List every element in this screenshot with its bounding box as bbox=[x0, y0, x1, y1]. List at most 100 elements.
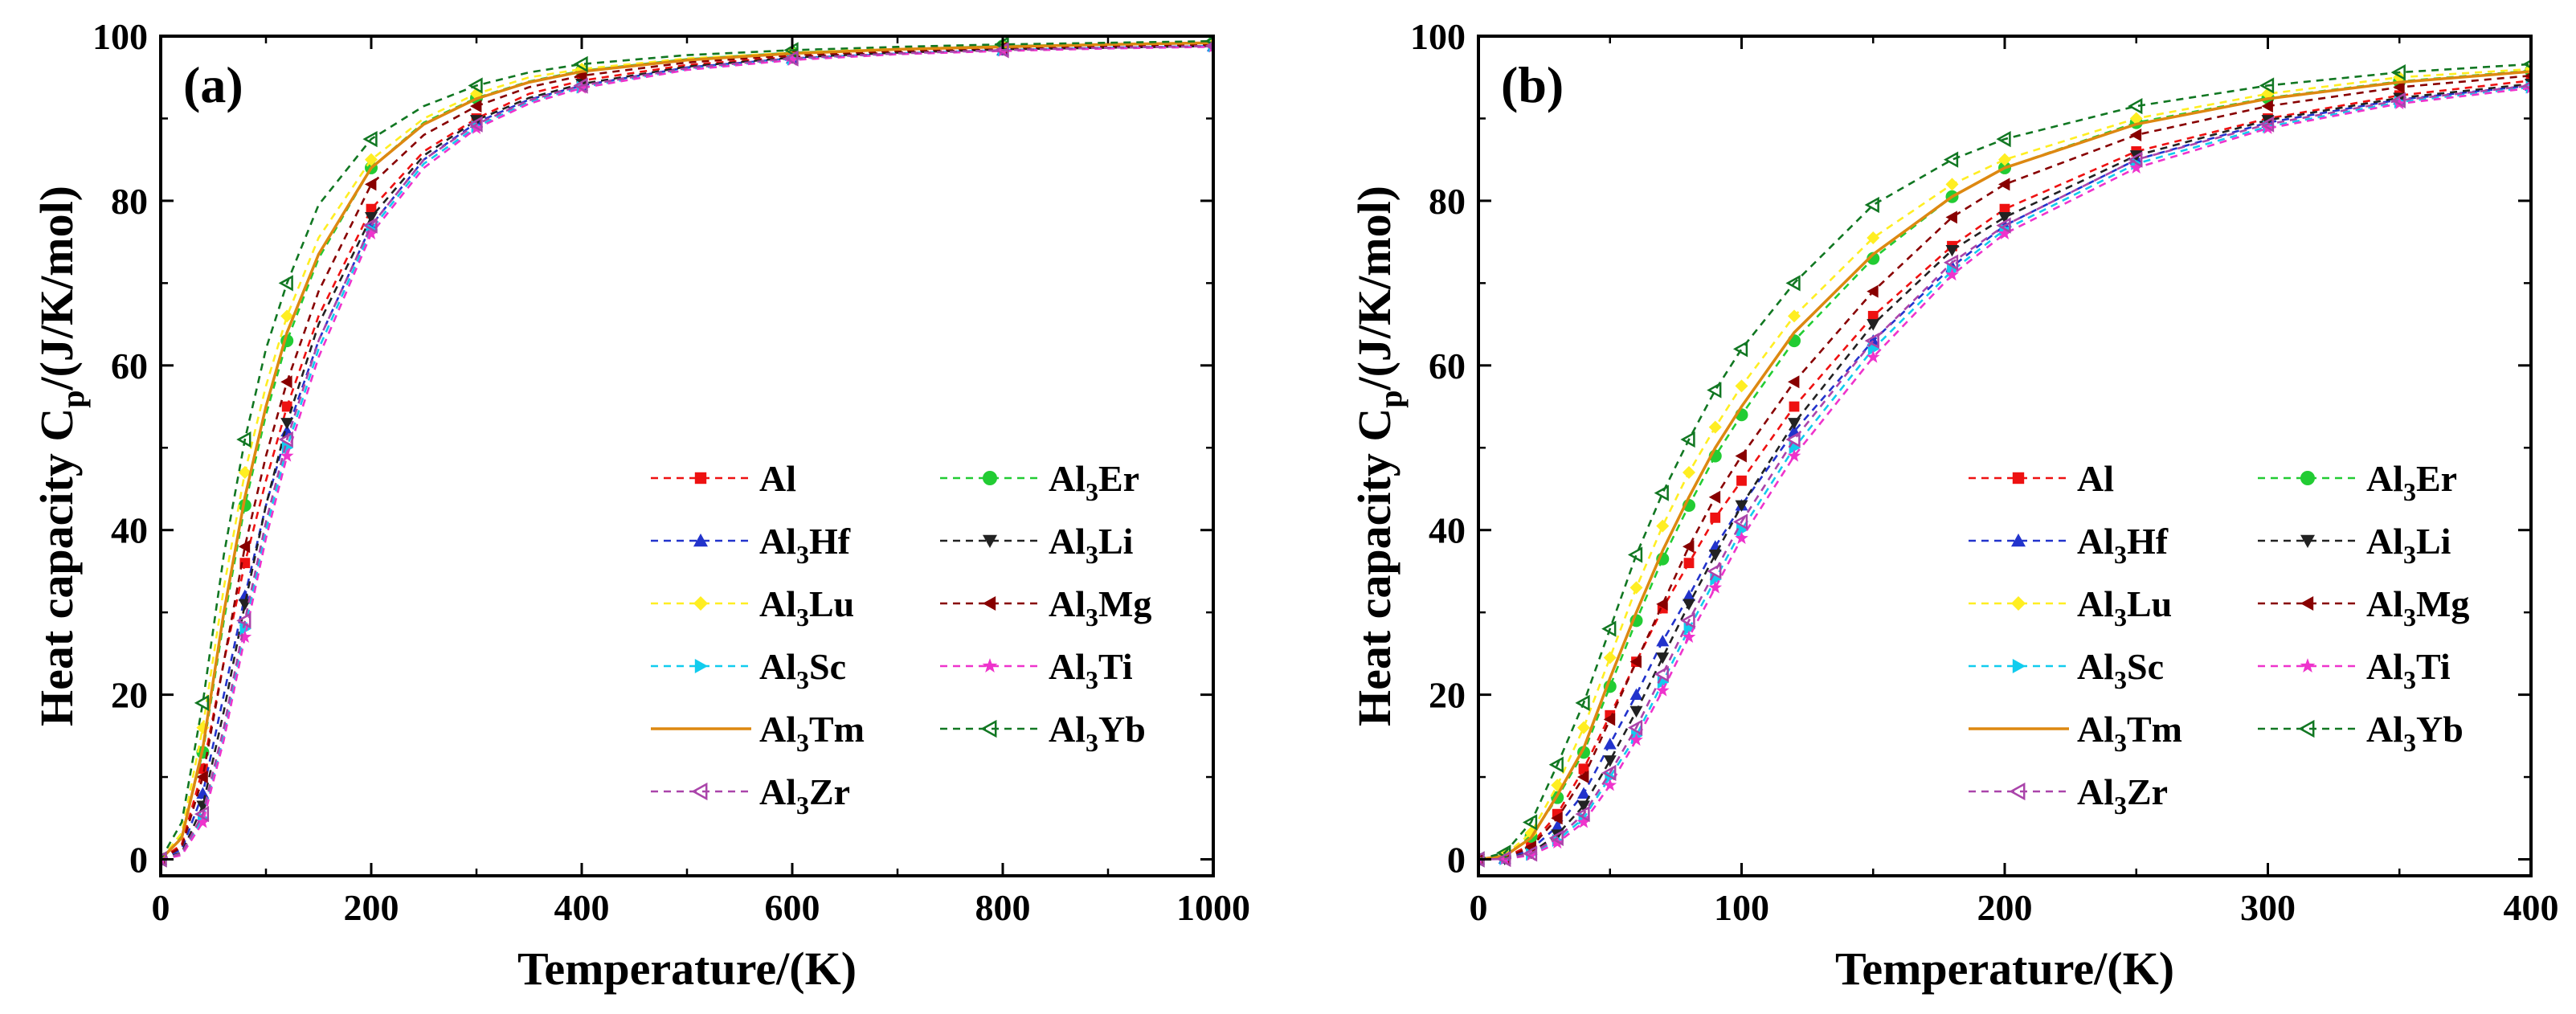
legend-label-sub: 3 bbox=[2403, 603, 2416, 632]
data-point-Al3Mg bbox=[1629, 655, 1642, 669]
data-point-Al3Lu bbox=[1629, 581, 1643, 595]
data-point-Al3Yb bbox=[1548, 756, 1564, 773]
data-point-Al3Zr bbox=[2259, 116, 2275, 133]
data-point-Al3Hf bbox=[1656, 635, 1670, 647]
data-point-Al3Zr bbox=[194, 806, 210, 823]
y-tick-label: 80 bbox=[111, 181, 148, 222]
data-point-Al3Yb bbox=[1654, 485, 1669, 501]
x-tick-label: 300 bbox=[2240, 887, 2296, 928]
data-point-Al3Zr bbox=[1732, 513, 1748, 530]
data-point-Al bbox=[1710, 512, 1721, 523]
data-point-Al3Mg bbox=[1735, 449, 1747, 463]
legend-label-sub: 3 bbox=[2403, 728, 2416, 757]
x-tick-label: 400 bbox=[554, 887, 610, 928]
data-point-Al bbox=[1578, 763, 1589, 775]
legend-label-Al3Hf: Al3Hf bbox=[759, 521, 851, 569]
legend-label-prefix: Al bbox=[759, 521, 796, 562]
legend-label-Al: Al bbox=[759, 458, 796, 499]
legend-marker-Al3Sc bbox=[694, 659, 708, 673]
legend-label-prefix: Al bbox=[2366, 521, 2403, 562]
legend-label-prefix: Al bbox=[2077, 771, 2114, 812]
data-point-Al3Mg bbox=[1708, 490, 1721, 504]
data-point-Al3Li bbox=[1656, 652, 1670, 664]
data-point-Al3Ti bbox=[574, 80, 589, 94]
x-tick-label: 800 bbox=[975, 887, 1031, 928]
data-point-Al bbox=[281, 401, 292, 412]
legend-label-Al3Mg: Al3Mg bbox=[1049, 583, 1151, 632]
series-line-Al3Tm bbox=[1478, 70, 2531, 861]
data-point-Al3Zr bbox=[1943, 254, 1959, 271]
data-point-Al3Zr bbox=[1496, 850, 1511, 868]
legend-label-suffix: Yb bbox=[2416, 709, 2464, 750]
legend-marker-Al3Li bbox=[2300, 534, 2315, 548]
legend-label-prefix: Al bbox=[2366, 458, 2403, 499]
data-point-Al3Mg bbox=[280, 375, 292, 389]
series-line-Al3Zr bbox=[161, 44, 1213, 861]
legend-label-suffix: Hf bbox=[2127, 521, 2169, 562]
legend-marker-Al3Lu bbox=[693, 596, 708, 611]
legend-label-suffix: Sc bbox=[809, 646, 846, 687]
legend-label-suffix: Hf bbox=[809, 521, 851, 562]
data-point-Al3Mg bbox=[1577, 771, 1589, 784]
legend-marker-Al3Zr bbox=[691, 782, 708, 801]
data-point-Al3Zr bbox=[1680, 612, 1695, 629]
data-point-Al3Ti bbox=[1708, 580, 1723, 594]
data-point-Al3Zr bbox=[2128, 151, 2143, 168]
legend-label-Al3Yb: Al3Yb bbox=[2366, 709, 2464, 757]
legend-label-Al3Mg: Al3Mg bbox=[2366, 583, 2469, 632]
data-point-Al3Zr bbox=[468, 116, 483, 133]
data-point-Al3Yb bbox=[2128, 97, 2143, 115]
y-tick-label: 0 bbox=[129, 840, 148, 881]
x-tick-label: 200 bbox=[344, 887, 399, 928]
y-axis-label-main: Heat capacity C bbox=[1348, 408, 1400, 726]
legend-label-sub: 3 bbox=[2114, 540, 2127, 569]
legend-marker-Al3Hf bbox=[693, 534, 708, 547]
data-point-Al3Zr bbox=[1707, 562, 1722, 580]
legend-label-prefix: Al bbox=[2077, 583, 2114, 624]
legend-label-sub: 3 bbox=[2403, 665, 2416, 694]
x-tick-label: 400 bbox=[2504, 887, 2559, 928]
legend-label-Al3Zr: Al3Zr bbox=[759, 771, 850, 820]
data-point-Al3Yb bbox=[573, 55, 588, 72]
legend-label-suffix: Tm bbox=[809, 709, 865, 750]
y-tick-label: 100 bbox=[1410, 16, 1466, 57]
data-point-Al3Zr bbox=[1627, 719, 1643, 736]
legend-label-suffix: Lu bbox=[809, 583, 854, 624]
panel-label: (b) bbox=[1501, 56, 1564, 113]
data-point-Al3Yb bbox=[1996, 130, 2011, 148]
legend-label-prefix: Al bbox=[2077, 709, 2114, 750]
data-point-Al3Lu bbox=[1603, 651, 1617, 664]
data-point-Al3Zr bbox=[1864, 332, 1879, 350]
data-point-Al3Ti bbox=[1945, 268, 1959, 281]
data-point-Al3Zr bbox=[1548, 829, 1564, 846]
legend-label-suffix: Yb bbox=[1098, 709, 1146, 750]
legend-label-suffix: Zr bbox=[809, 771, 850, 812]
x-axis-label: Temperature/(K) bbox=[517, 942, 857, 995]
data-point-Al3Lu bbox=[1524, 826, 1538, 840]
y-tick-label: 60 bbox=[111, 345, 148, 386]
data-point-Al bbox=[1867, 310, 1879, 321]
legend-label-suffix: Er bbox=[2416, 458, 2457, 499]
data-point-Al3Mg bbox=[2129, 128, 2142, 141]
y-tick-label: 80 bbox=[1429, 181, 1466, 222]
legend-label-sub: 3 bbox=[796, 791, 809, 820]
data-point-Al3Lu bbox=[1708, 420, 1722, 434]
data-point-Al3Lu bbox=[1788, 309, 1801, 323]
data-point-Al3Li bbox=[1867, 319, 1880, 331]
series-line-Al3Tm bbox=[161, 41, 1213, 861]
data-point-Al3Hf bbox=[1629, 688, 1643, 701]
data-point-Al3Zr bbox=[1996, 217, 2011, 234]
data-point-Al3Yb bbox=[2259, 77, 2275, 94]
legend-label-Al3Ti: Al3Ti bbox=[1049, 646, 1133, 694]
data-point-Al3Yb bbox=[2390, 63, 2406, 81]
y-axis-label-rest: /(J/K/mol) bbox=[31, 186, 83, 391]
legend-label-Al3Hf: Al3Hf bbox=[2077, 521, 2169, 569]
y-tick-label: 40 bbox=[1429, 510, 1466, 551]
y-axis-label: Heat capacity Cp/(J/K/mol) bbox=[1348, 186, 1409, 726]
data-point-Al3Mg bbox=[2261, 100, 2273, 113]
legend-label-prefix: Al bbox=[1049, 583, 1086, 624]
data-point-Al3Mg bbox=[238, 540, 251, 554]
series-line-Al3Yb bbox=[161, 39, 1213, 861]
